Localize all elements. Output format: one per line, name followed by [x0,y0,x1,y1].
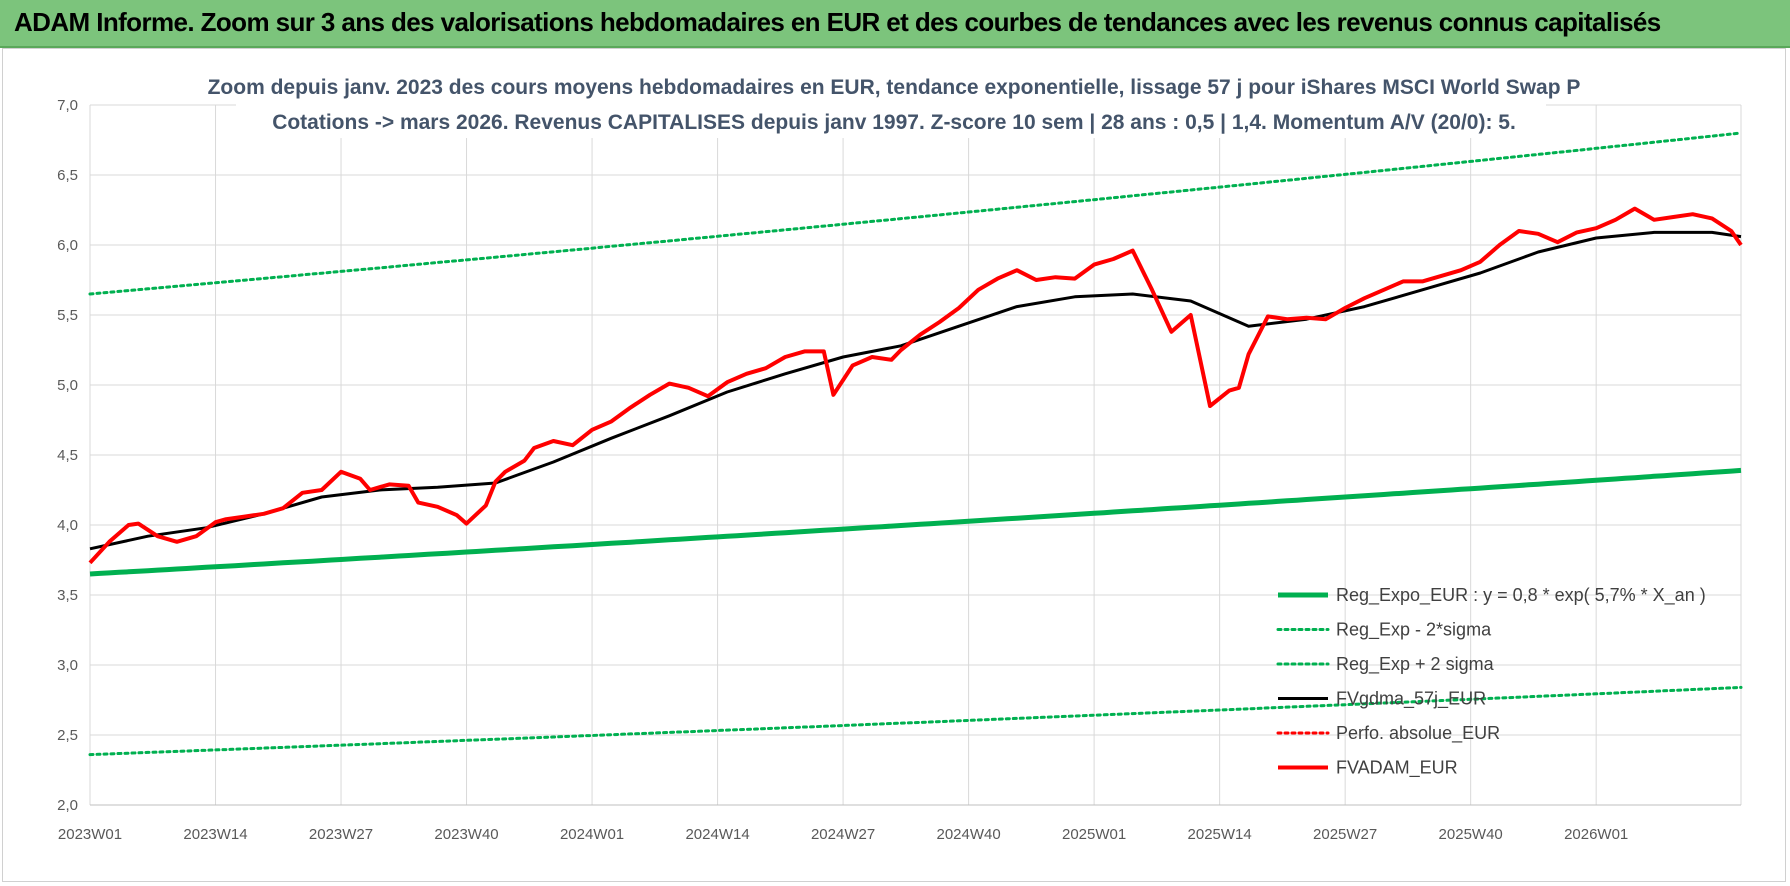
series-line-5 [88,206,1743,565]
chart-frame [2,48,1786,882]
x-tick-label: 2024W01 [560,826,624,843]
y-tick-label: 4,0 [57,517,78,534]
x-tick-label: 2024W14 [685,826,749,843]
series [88,131,1743,757]
x-tick-label: 2023W40 [434,826,498,843]
legend-label: Reg_Expo_EUR : y = 0,8 * exp( 5,7% * X_a… [1336,585,1706,606]
report-title: ADAM Informe. Zoom sur 3 ans des valoris… [14,7,1661,37]
x-tick-label: 2023W01 [58,826,122,843]
x-tick-label: 2024W27 [811,826,875,843]
series-line-0 [89,467,1742,577]
x-tick-label: 2025W27 [1313,826,1377,843]
series-line-3 [89,230,1742,551]
axes: 2,0 2,5 3,0 3,5 4,0 4,5 5,0 5,5 6,0 6,5 7,0 2023W01… [57,97,1741,843]
y-tick-label: 2,5 [57,727,78,744]
legend-label: Perfo. absolue_EUR [1336,723,1500,744]
x-tick-label: 2023W14 [183,826,247,843]
grid [89,104,1742,806]
y-tick-label: 7,0 [57,97,78,114]
y-tick-label: 6,5 [57,167,78,184]
x-tick-label: 2024W40 [936,826,1000,843]
x-tick-label: 2025W14 [1188,826,1252,843]
legend-label: FVADAM_EUR [1336,758,1458,779]
y-tick-label: 6,0 [57,237,78,254]
y-tick-label: 3,0 [57,657,78,674]
report-banner: ADAM Informe. Zoom sur 3 ans des valoris… [0,0,1790,48]
legend-label: Reg_Exp + 2 sigma [1336,654,1495,675]
chart-subtitle: Cotations -> mars 2026. Revenus CAPITALI… [272,111,1516,134]
series-line-1 [88,685,1743,757]
x-tick-label: 2025W01 [1062,826,1126,843]
title-background [236,64,1546,138]
y-tick-label: 5,5 [57,307,78,324]
x-tick-label: 2023W27 [309,826,373,843]
chart-title: Zoom depuis janv. 2023 des cours moyens … [208,76,1581,99]
legend-label: FVgdma_57j_EUR [1336,689,1486,710]
x-tick-label: 2026W01 [1564,826,1628,843]
series-line-2 [88,131,1743,296]
y-tick-label: 4,5 [57,447,78,464]
legend-label: Reg_Exp - 2*sigma [1336,620,1492,641]
y-tick-label: 2,0 [57,797,78,814]
y-tick-label: 5,0 [57,377,78,394]
x-tick-label: 2025W40 [1439,826,1503,843]
legend: Reg_Expo_EUR : y = 0,8 * exp( 5,7% * X_a… [1276,585,1706,779]
y-tick-label: 3,5 [57,587,78,604]
